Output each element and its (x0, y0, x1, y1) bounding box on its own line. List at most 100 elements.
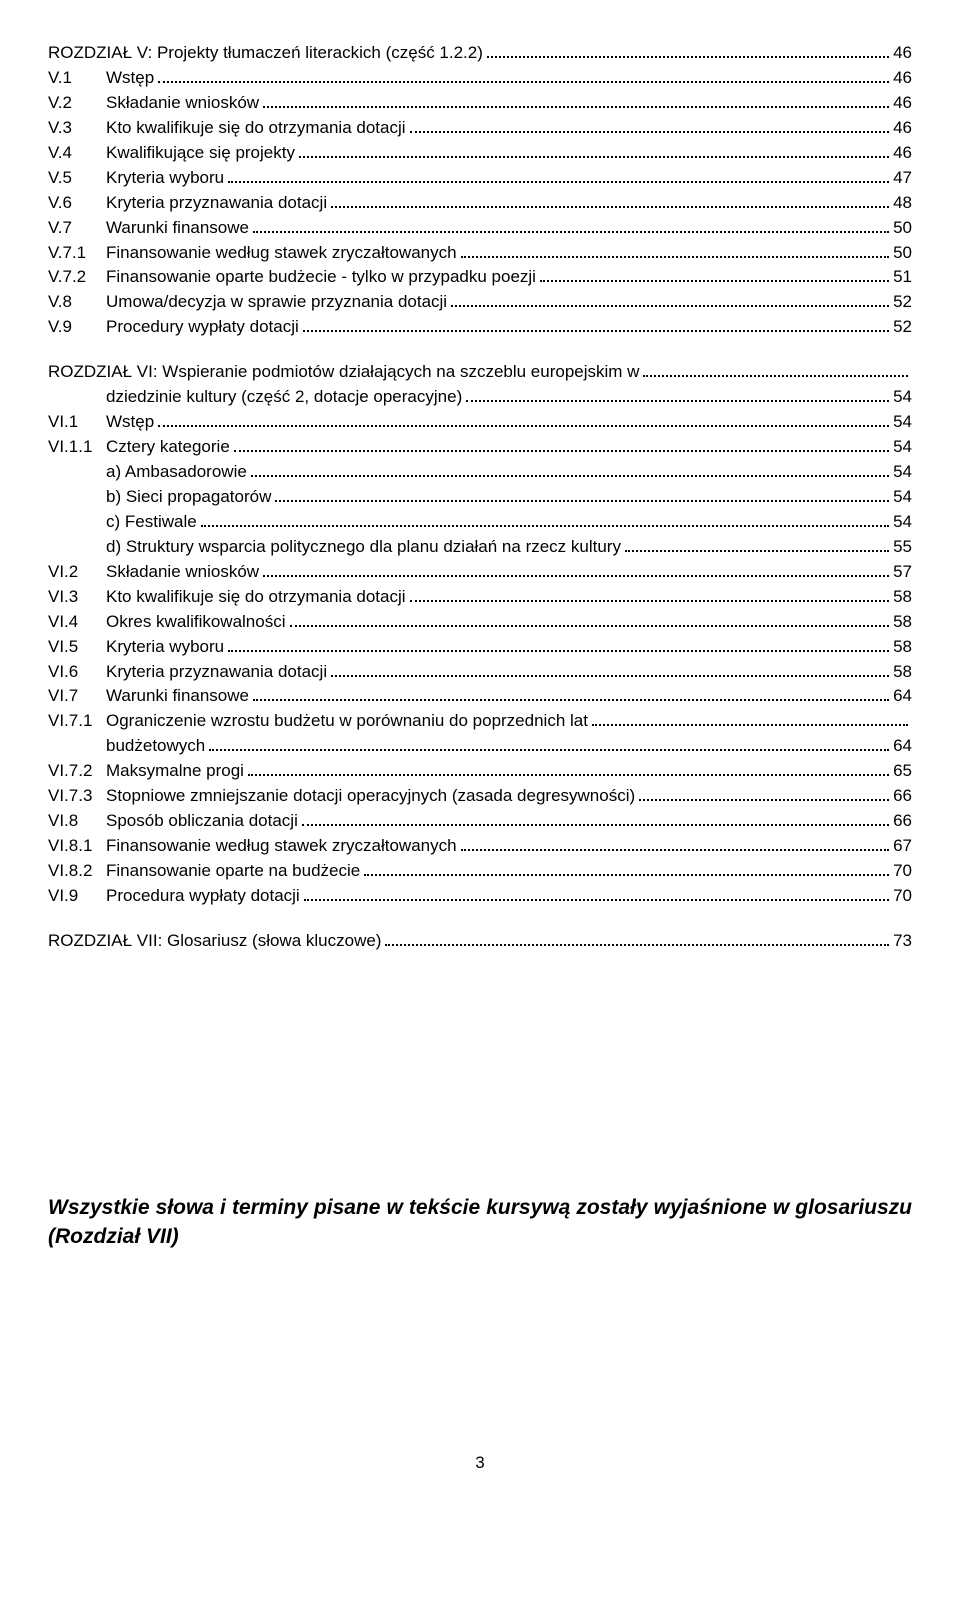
toc-label: V.2Składanie wniosków (48, 92, 259, 115)
toc-entry: VI.8Sposób obliczania dotacji 66 (48, 810, 912, 833)
toc-label: VI.7.2Maksymalne progi (48, 760, 244, 783)
toc-label: VI.5Kryteria wyboru (48, 636, 224, 659)
toc-label: V.3Kto kwalifikuje się do otrzymania dot… (48, 117, 406, 140)
toc-page: 73 (893, 930, 912, 953)
toc-entry: V.7Warunki finansowe 50 (48, 217, 912, 240)
footnote-text: Wszystkie słowa i terminy pisane w tekśc… (48, 1193, 912, 1252)
toc-entry: V.4Kwalifikujące się projekty 46 (48, 142, 912, 165)
toc-page: 54 (893, 511, 912, 534)
toc-entry: VI.7.3Stopniowe zmniejszanie dotacji ope… (48, 785, 912, 808)
toc-label: V.4Kwalifikujące się projekty (48, 142, 295, 165)
toc-page: 65 (893, 760, 912, 783)
toc-label: a) Ambasadorowie (106, 461, 247, 484)
toc-page: 47 (893, 167, 912, 190)
toc-label: V.5Kryteria wyboru (48, 167, 224, 190)
toc-page: 48 (893, 192, 912, 215)
toc-entry-continuation: budżetowych 64 (48, 735, 912, 758)
toc-page: 58 (893, 636, 912, 659)
toc-entry: VI.4Okres kwalifikowalności 58 (48, 611, 912, 634)
toc-entry: ROZDZIAŁ VII: Glosariusz (słowa kluczowe… (48, 930, 912, 953)
toc-label: budżetowych (106, 735, 205, 758)
toc-label: VI.9Procedura wypłaty dotacji (48, 885, 300, 908)
toc-page: 46 (893, 142, 912, 165)
toc-entry: VI.1.1Cztery kategorie 54 (48, 436, 912, 459)
toc-entry: VI.6Kryteria przyznawania dotacji 58 (48, 661, 912, 684)
toc-entry: b) Sieci propagatorów54 (48, 486, 912, 509)
toc-entry: c) Festiwale 54 (48, 511, 912, 534)
toc-page: 58 (893, 586, 912, 609)
toc-label: VI.7.1Ograniczenie wzrostu budżetu w por… (48, 710, 588, 733)
toc-entry: VI.9Procedura wypłaty dotacji 70 (48, 885, 912, 908)
toc-label: V.6Kryteria przyznawania dotacji (48, 192, 327, 215)
toc-label: VI.8.1Finansowanie według stawek zryczał… (48, 835, 457, 858)
toc-entry: V.5Kryteria wyboru 47 (48, 167, 912, 190)
toc-entry: VI.5Kryteria wyboru 58 (48, 636, 912, 659)
toc-label: b) Sieci propagatorów (106, 486, 271, 509)
toc-label: ROZDZIAŁ V: Projekty tłumaczeń literacki… (48, 42, 483, 65)
toc-label: VI.2Składanie wniosków (48, 561, 259, 584)
toc-page: 46 (893, 42, 912, 65)
toc-entry: V.1Wstęp 46 (48, 67, 912, 90)
toc-label: VI.4Okres kwalifikowalności (48, 611, 286, 634)
toc-entry: V.7.2Finansowanie oparte budżecie - tylk… (48, 266, 912, 289)
toc-page: 46 (893, 67, 912, 90)
toc-entry: VI.7Warunki finansowe 64 (48, 685, 912, 708)
toc-entry: VI.8.2Finansowanie oparte na budżecie 70 (48, 860, 912, 883)
toc-label: V.7.2Finansowanie oparte budżecie - tylk… (48, 266, 536, 289)
toc-page: 55 (893, 536, 912, 559)
toc-entry: V.7.1Finansowanie według stawek zryczałt… (48, 242, 912, 265)
toc-label: dziedzinie kultury (część 2, dotacje ope… (106, 386, 462, 409)
toc-entry: d) Struktury wsparcia politycznego dla p… (48, 536, 912, 559)
toc-label: VI.7Warunki finansowe (48, 685, 249, 708)
toc-label: V.9Procedury wypłaty dotacji (48, 316, 299, 339)
toc-page: 46 (893, 117, 912, 140)
toc-label: VI.1.1Cztery kategorie (48, 436, 230, 459)
toc-page: 70 (893, 860, 912, 883)
toc-page: 52 (893, 291, 912, 314)
toc-label: VI.7.3Stopniowe zmniejszanie dotacji ope… (48, 785, 635, 808)
toc-entry: ROZDZIAŁ VI: Wspieranie podmiotów działa… (48, 361, 912, 384)
toc-entry-continuation: dziedzinie kultury (część 2, dotacje ope… (48, 386, 912, 409)
toc-entry: VI.3Kto kwalifikuje się do otrzymania do… (48, 586, 912, 609)
toc-entry: V.2Składanie wniosków 46 (48, 92, 912, 115)
toc-page: 54 (893, 436, 912, 459)
toc-page: 46 (893, 92, 912, 115)
toc-entry: VI.2Składanie wniosków 57 (48, 561, 912, 584)
toc-label: VI.1Wstęp (48, 411, 154, 434)
toc-page: 57 (893, 561, 912, 584)
toc-page: 54 (893, 386, 912, 409)
toc-page: 58 (893, 611, 912, 634)
toc-page: 50 (893, 217, 912, 240)
toc-label: VI.8.2Finansowanie oparte na budżecie (48, 860, 360, 883)
toc-page: 64 (893, 685, 912, 708)
toc-page: 58 (893, 661, 912, 684)
toc-label: V.1Wstęp (48, 67, 154, 90)
toc-label: VI.6Kryteria przyznawania dotacji (48, 661, 327, 684)
page-number: 3 (48, 1452, 912, 1475)
toc-page: 70 (893, 885, 912, 908)
toc-page: 50 (893, 242, 912, 265)
toc-page: 51 (893, 266, 912, 289)
toc-entry: VI.1Wstęp54 (48, 411, 912, 434)
toc-page: 66 (893, 810, 912, 833)
toc-label: ROZDZIAŁ VI: Wspieranie podmiotów działa… (48, 361, 639, 384)
toc-label: c) Festiwale (106, 511, 197, 534)
toc-page: 64 (893, 735, 912, 758)
toc-label: V.7.1Finansowanie według stawek zryczałt… (48, 242, 457, 265)
table-of-contents: ROZDZIAŁ V: Projekty tłumaczeń literacki… (48, 42, 912, 953)
toc-entry: ROZDZIAŁ V: Projekty tłumaczeń literacki… (48, 42, 912, 65)
toc-entry: V.6Kryteria przyznawania dotacji 48 (48, 192, 912, 215)
toc-entry: a) Ambasadorowie54 (48, 461, 912, 484)
toc-label: V.7Warunki finansowe (48, 217, 249, 240)
toc-label: VI.8Sposób obliczania dotacji (48, 810, 298, 833)
toc-label: V.8Umowa/decyzja w sprawie przyznania do… (48, 291, 447, 314)
toc-entry: VI.8.1Finansowanie według stawek zryczał… (48, 835, 912, 858)
toc-entry: VI.7.2Maksymalne progi 65 (48, 760, 912, 783)
toc-entry: VI.7.1Ograniczenie wzrostu budżetu w por… (48, 710, 912, 733)
toc-entry: V.8Umowa/decyzja w sprawie przyznania do… (48, 291, 912, 314)
toc-label: ROZDZIAŁ VII: Glosariusz (słowa kluczowe… (48, 930, 381, 953)
toc-entry: V.3Kto kwalifikuje się do otrzymania dot… (48, 117, 912, 140)
toc-page: 66 (893, 785, 912, 808)
toc-entry: V.9Procedury wypłaty dotacji52 (48, 316, 912, 339)
toc-label: VI.3Kto kwalifikuje się do otrzymania do… (48, 586, 406, 609)
